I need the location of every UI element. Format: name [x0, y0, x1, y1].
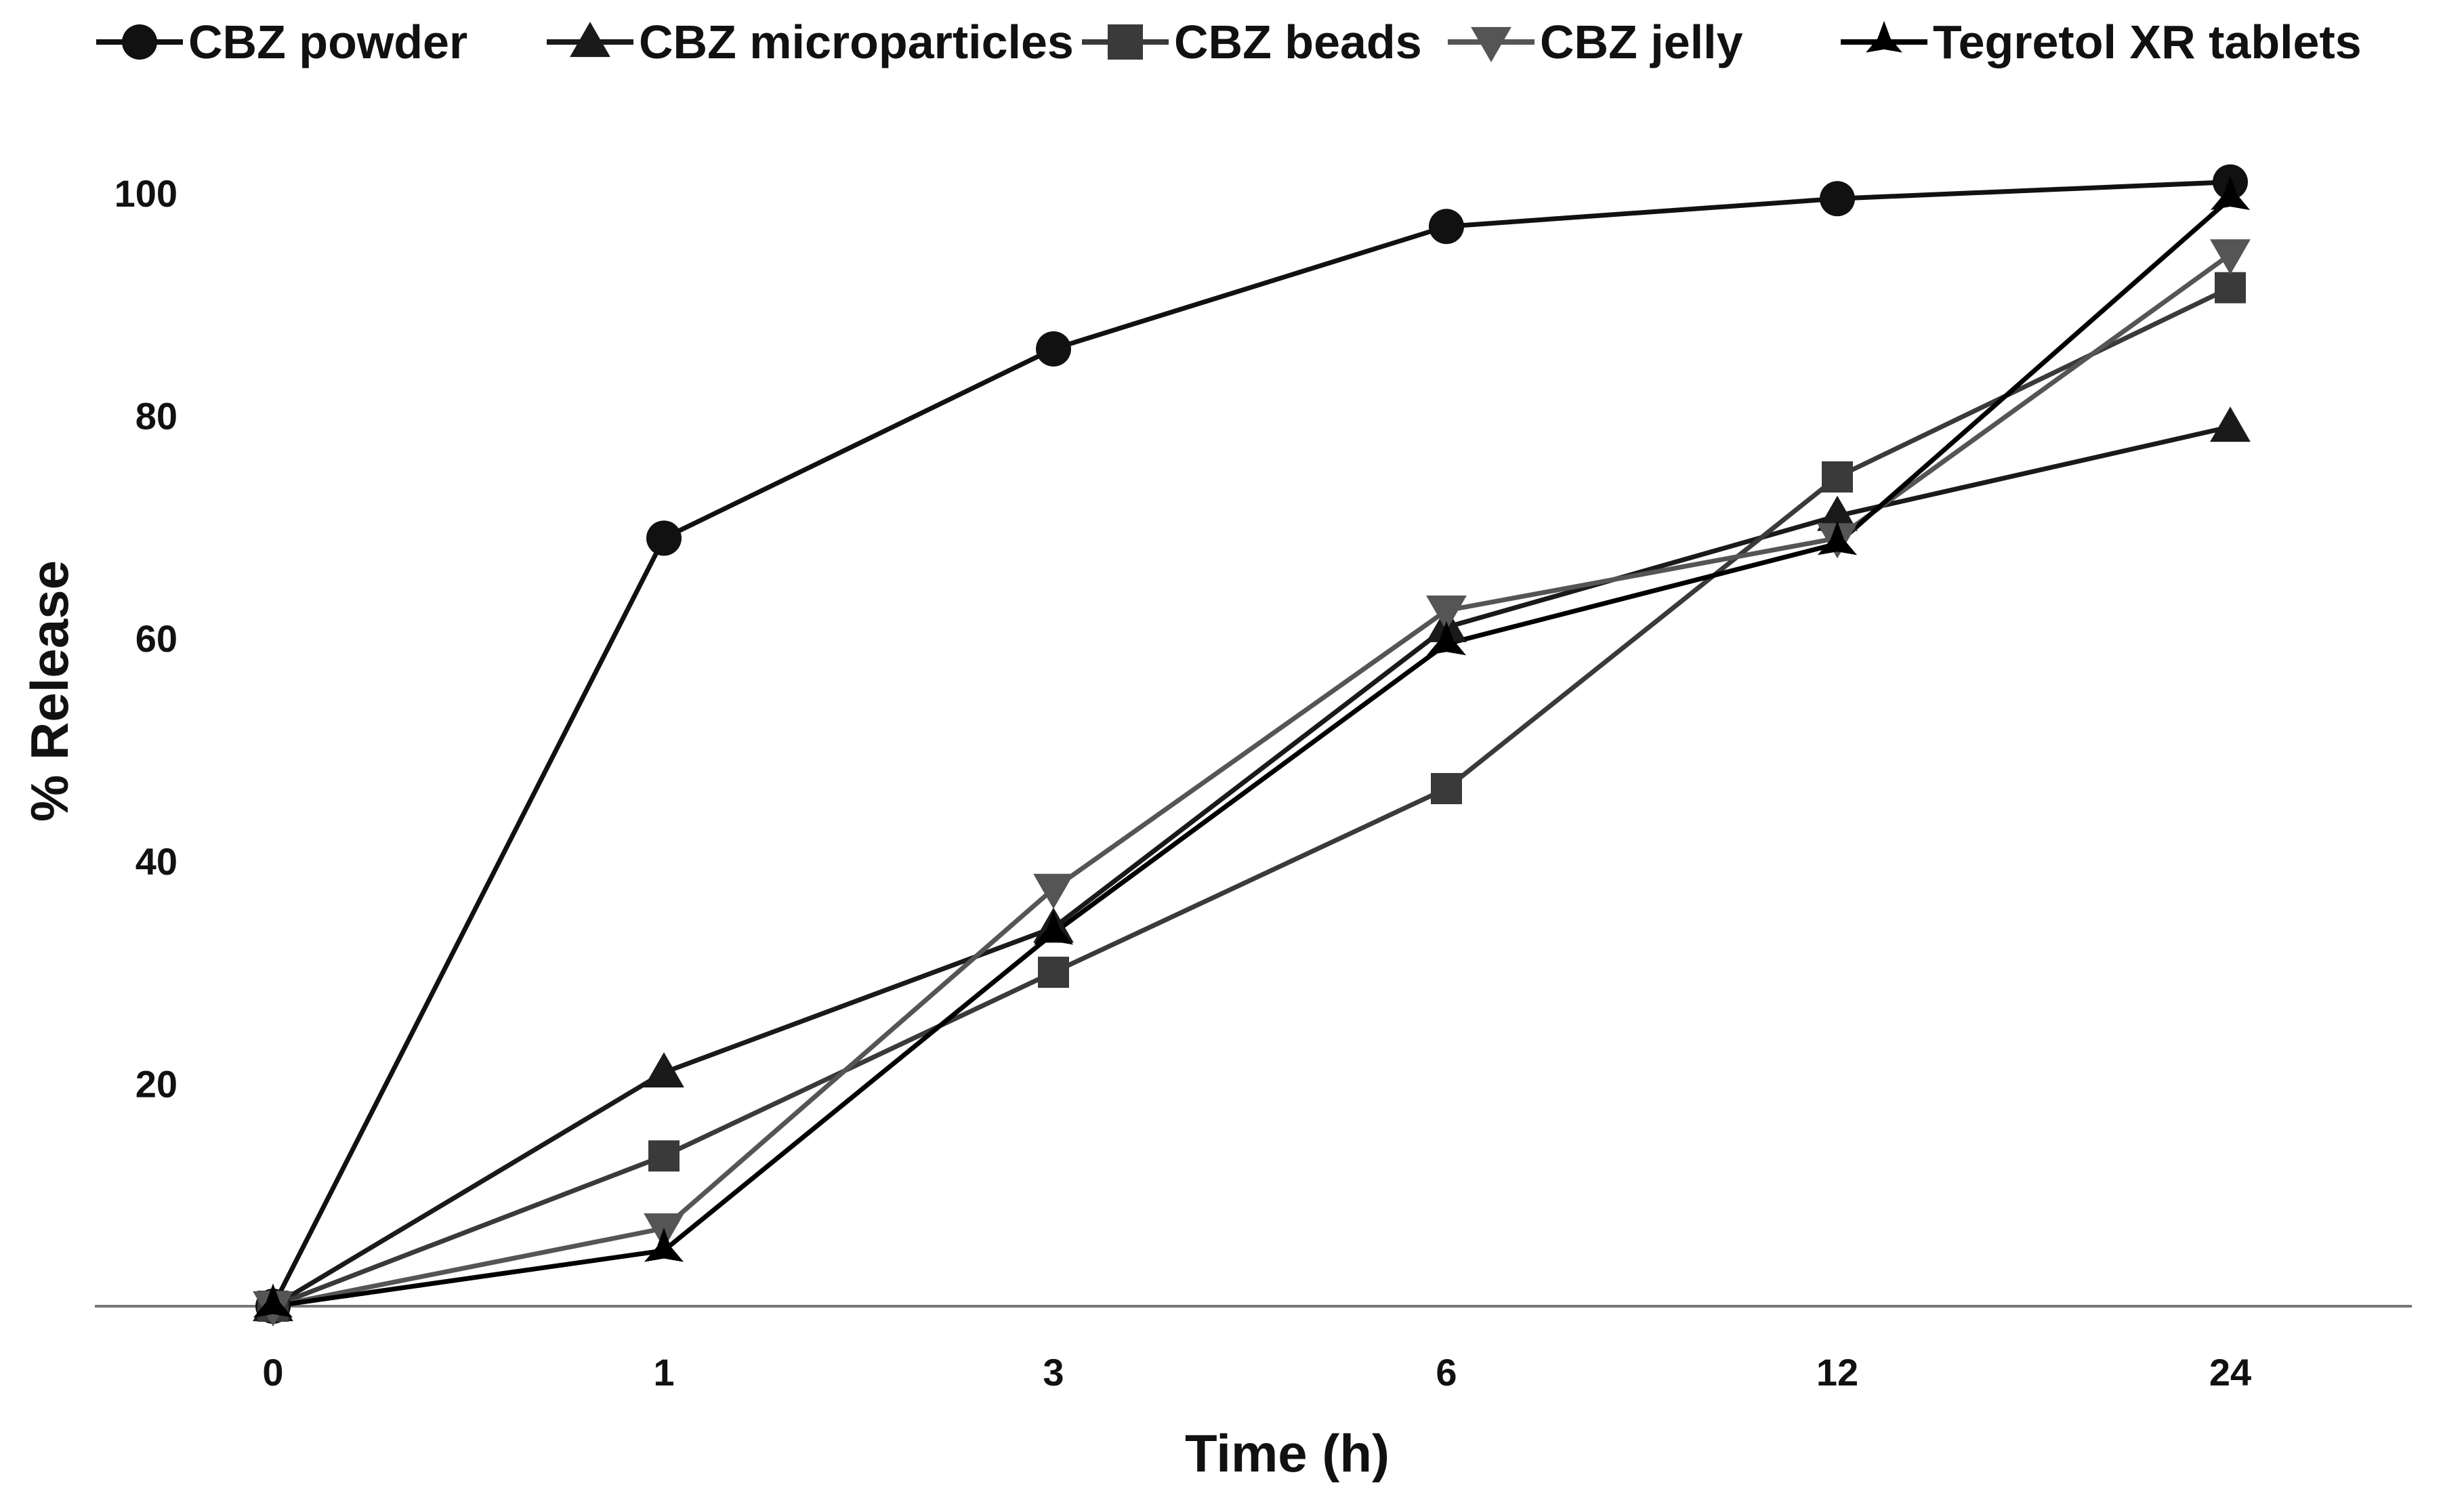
- x-tick-label: 12: [1816, 1351, 1858, 1394]
- data-point-cbz-powder: [646, 520, 682, 556]
- legend-marker-icon: [570, 22, 610, 58]
- y-tick-label: 80: [135, 395, 178, 438]
- data-point-cbz-powder: [1036, 331, 1071, 367]
- series-line-cbz-microparticles: [272, 424, 2231, 1309]
- y-tick-label: 40: [135, 840, 178, 883]
- data-point-tegretol-xr-tablets: [1426, 621, 1467, 656]
- data-point-tegretol-xr-tablets: [1817, 520, 1858, 556]
- legend-marker-icon: [1866, 20, 1902, 53]
- legend-item-cbz-jelly: CBZ jelly: [1448, 16, 1743, 68]
- legend-label: Tegretol XR tablets: [1933, 16, 2362, 68]
- legend-item-cbz-beads: CBZ beads: [1082, 16, 1422, 68]
- legend-label: CBZ microparticles: [639, 16, 1074, 68]
- series-line-tegretol-xr-tablets: [272, 196, 2232, 1309]
- data-point-cbz-microparticles: [2210, 406, 2251, 442]
- legend-label: CBZ beads: [1174, 16, 1422, 68]
- data-point-cbz-beads: [2215, 272, 2246, 304]
- data-point-tegretol-xr-tablets: [253, 1283, 293, 1318]
- y-axis-title: % Release: [20, 560, 79, 822]
- legend-item-cbz-microparticles: CBZ microparticles: [547, 16, 1074, 68]
- legend-marker-icon: [1471, 26, 1511, 62]
- series-line-cbz-powder: [270, 180, 2231, 1308]
- x-tick-label: 3: [1043, 1351, 1064, 1394]
- data-point-cbz-jelly: [2210, 239, 2251, 275]
- data-point-cbz-beads: [648, 1140, 680, 1172]
- y-axis-ticks: 20 40 60 80 100: [114, 172, 178, 1105]
- data-point-cbz-jelly: [1033, 873, 1074, 909]
- data-point-cbz-jelly: [1426, 596, 1467, 631]
- y-tick-label: 100: [114, 172, 178, 215]
- series-lines: [270, 180, 2232, 1309]
- x-axis-ticks: 0 1 3 6 12 24: [262, 1351, 2251, 1394]
- y-tick-label: 20: [135, 1062, 178, 1105]
- x-axis-title: Time (h): [1185, 1423, 1390, 1483]
- data-point-tegretol-xr-tablets: [2210, 175, 2251, 210]
- x-tick-label: 6: [1436, 1351, 1457, 1394]
- legend-marker-icon: [122, 24, 157, 60]
- y-tick-label: 60: [135, 617, 178, 660]
- legend-item-tegretol-xr-tablets: Tegretol XR tablets: [1841, 16, 2362, 68]
- data-point-tegretol-xr-tablets: [644, 1228, 684, 1262]
- data-point-cbz-microparticles: [1817, 495, 1858, 531]
- series-line-cbz-beads: [272, 285, 2232, 1309]
- legend-item-cbz-powder: CBZ powder: [96, 16, 467, 68]
- legend-label: CBZ jelly: [1540, 16, 1743, 68]
- series-markers: [253, 164, 2251, 1327]
- data-point-tegretol-xr-tablets: [1033, 911, 1074, 945]
- legend-label: CBZ powder: [188, 16, 467, 68]
- data-point-cbz-powder: [1429, 209, 1464, 245]
- series-line-cbz-jelly: [272, 252, 2232, 1309]
- data-point-cbz-microparticles: [644, 1052, 684, 1088]
- data-point-cbz-beads: [1431, 773, 1462, 805]
- x-tick-label: 1: [653, 1351, 674, 1394]
- data-point-cbz-beads: [1822, 461, 1853, 493]
- data-point-cbz-beads: [1038, 957, 1069, 988]
- data-point-cbz-powder: [1820, 181, 1855, 217]
- legend: CBZ powder CBZ microparticles CBZ beads CBZ…: [96, 16, 2362, 68]
- x-tick-label: 24: [2209, 1351, 2251, 1394]
- x-tick-label: 0: [262, 1351, 283, 1394]
- legend-marker-icon: [1108, 24, 1143, 60]
